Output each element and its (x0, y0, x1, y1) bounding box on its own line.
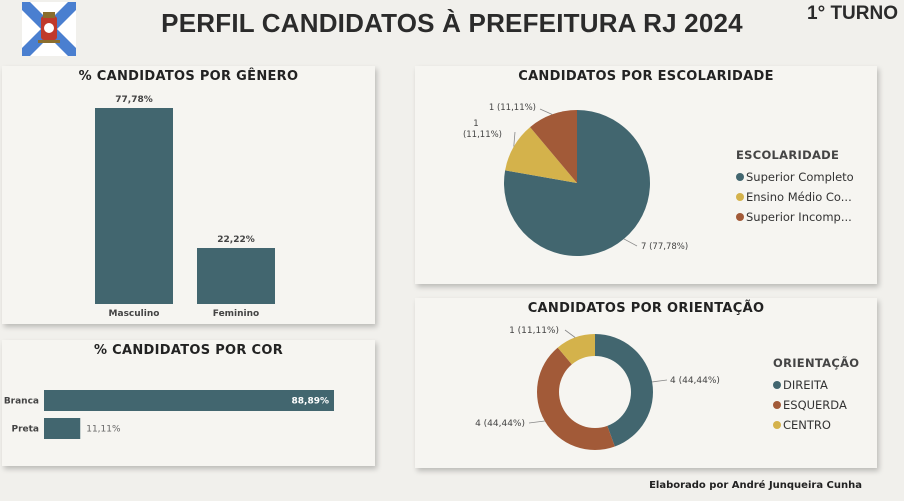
leader-line (513, 131, 516, 147)
leader-line (539, 108, 553, 115)
legend-item: Superior Completo (736, 167, 854, 187)
legend-label: Ensino Médio Co... (746, 190, 852, 204)
leader-line (623, 238, 638, 247)
leader-line (528, 420, 545, 424)
legend-dot (736, 193, 744, 201)
tick-label: Feminino (213, 309, 259, 319)
legend-label: ESQUERDA (783, 398, 847, 412)
pie-slice (505, 127, 577, 183)
orientation-legend-title: ORIENTAÇÃO (773, 356, 860, 370)
rio-flag-logo (22, 2, 76, 56)
orientation-chart-title: CANDIDATOS POR ORIENTAÇÃO (527, 301, 765, 316)
color-bar-chart: Branca 88,89% Preta 11,11% (4, 390, 334, 439)
data-label: 11,11% (86, 425, 121, 435)
bar (44, 390, 334, 411)
data-label: 77,78% (115, 95, 153, 105)
data-label: 22,22% (217, 235, 255, 245)
legend-item: ESQUERDA (773, 395, 859, 415)
gender-chart-title: % CANDIDATOS POR GÊNERO (78, 69, 299, 84)
legend-label: Superior Completo (746, 170, 854, 184)
data-label: 88,89% (292, 397, 330, 407)
legend-item: CENTRO (773, 415, 859, 435)
education-legend-title: ESCOLARIDADE (736, 148, 840, 162)
legend-dot (736, 173, 744, 181)
orientation-panel: CANDIDATOS POR ORIENTAÇÃO 4 (44,44%) 4 (4… (415, 298, 877, 468)
legend-item: Ensino Médio Co... (736, 187, 854, 207)
data-label: (11,11%) (463, 130, 502, 140)
pie-slice (557, 334, 595, 365)
page-title: PERFIL CANDIDATOS À PREFEITURA RJ 2024 (161, 8, 743, 38)
turno-label: 1° TURNO (807, 3, 898, 24)
education-chart-title: CANDIDATOS POR ESCOLARIDADE (518, 69, 774, 84)
color-panel: % CANDIDATOS POR COR Branca 88,89% Preta 11… (2, 340, 375, 466)
leader-line (564, 329, 576, 338)
gender-panel: % CANDIDATOS POR GÊNERO 77,78% Masculino 2… (2, 66, 375, 324)
data-label: 7 (77,78%) (641, 242, 688, 252)
orientation-legend: ORIENTAÇÃO DIREITA ESQUERDA CENTRO (773, 356, 859, 435)
pie-slice (530, 110, 577, 183)
orientation-donut-chart: 4 (44,44%) 4 (44,44%) 1 (11,11%) (475, 326, 720, 450)
legend-label: CENTRO (783, 418, 831, 432)
data-label: 4 (44,44%) (475, 419, 525, 429)
gender-bar-chart: 77,78% Masculino 22,22% Feminino (95, 95, 275, 319)
legend-dot (736, 213, 744, 221)
legend-item: Superior Incomp... (736, 207, 854, 227)
footer-credit: Elaborado por André Junqueira Cunha (649, 480, 862, 491)
pie-slice (595, 334, 653, 447)
data-label: 4 (44,44%) (670, 376, 720, 386)
tick-label: Preta (11, 425, 39, 435)
education-panel: CANDIDATOS POR ESCOLARIDADE 7 (77,78%) 1(… (415, 66, 877, 284)
legend-dot (773, 421, 781, 429)
legend-dot (773, 381, 781, 389)
leader-line (652, 379, 668, 383)
bar (44, 418, 81, 439)
legend-dot (773, 401, 781, 409)
data-label: 1 (473, 119, 478, 129)
tick-label: Branca (4, 397, 39, 407)
education-legend: ESCOLARIDADE Superior Completo Ensino Mé… (736, 148, 854, 227)
data-label: 1 (11,11%) (509, 326, 559, 336)
tick-label: Masculino (109, 309, 160, 319)
legend-item: DIREITA (773, 375, 859, 395)
pie-slice (537, 347, 615, 450)
bar (95, 108, 173, 304)
legend-label: DIREITA (783, 378, 828, 392)
education-pie-chart: 7 (77,78%) 1(11,11%) 1 (11,11%) (463, 103, 688, 256)
legend-label: Superior Incomp... (746, 210, 852, 224)
color-chart-title: % CANDIDATOS POR COR (93, 343, 284, 358)
bar (197, 248, 275, 304)
data-label: 1 (11,11%) (489, 103, 536, 113)
